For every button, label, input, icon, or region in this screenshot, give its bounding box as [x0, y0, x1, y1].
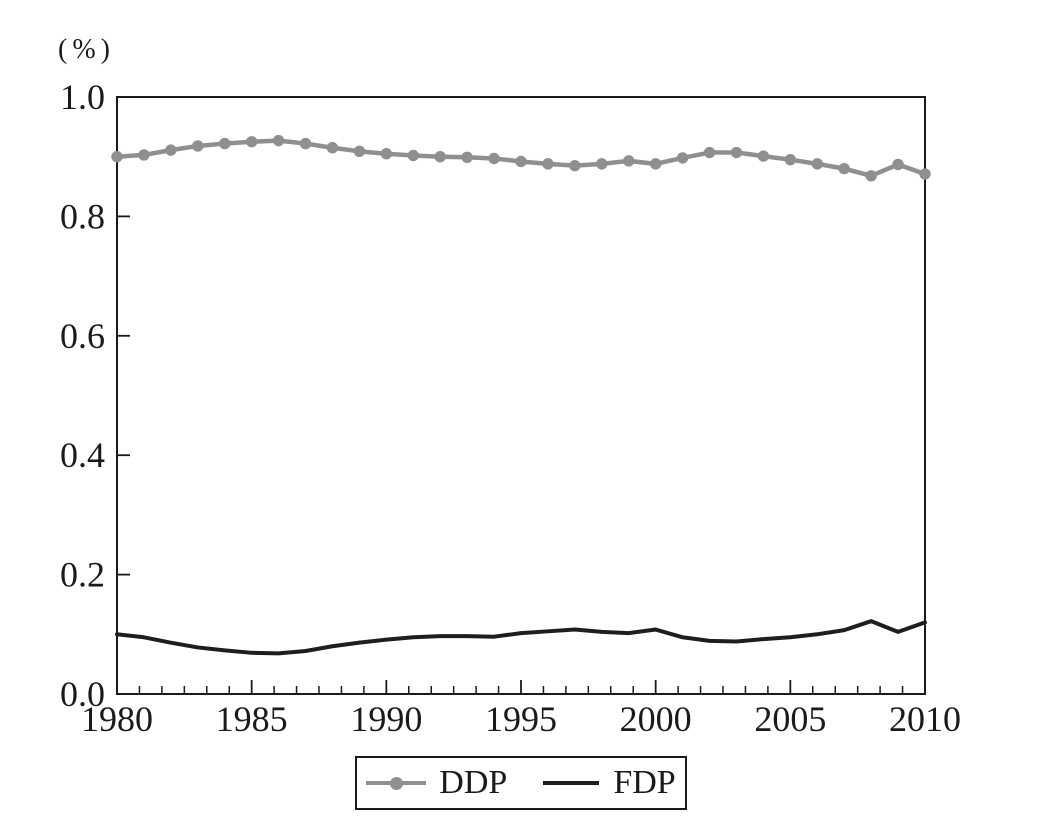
ddp-legend-marker-icon — [389, 776, 403, 790]
ddp-marker — [407, 149, 419, 162]
ddp-marker — [434, 151, 446, 163]
ddp-marker — [892, 158, 904, 171]
ddp-marker — [676, 152, 689, 164]
ddp-marker — [165, 144, 177, 156]
ddp-marker — [272, 134, 285, 147]
ddp-marker — [649, 158, 662, 170]
x-tick-label: 1980 — [81, 699, 153, 739]
ddp-marker — [192, 140, 204, 152]
x-tick-label: 1985 — [216, 699, 288, 739]
ddp-legend-swatch — [366, 776, 427, 790]
ddp-marker — [461, 151, 473, 163]
ddp-marker — [703, 146, 716, 159]
y-tick-label: 0.2 — [60, 555, 105, 595]
ddp-marker — [111, 151, 123, 163]
x-tick-label: 1990 — [350, 699, 422, 739]
ddp-marker — [299, 137, 312, 150]
ddp-marker — [838, 162, 850, 175]
fdp-legend-label: FDP — [613, 764, 676, 801]
x-tick-label: 2005 — [754, 699, 826, 739]
y-axis-unit-label: (%) — [58, 34, 115, 65]
ddp-marker — [380, 148, 393, 160]
ddp-marker — [353, 145, 366, 158]
fdp-line — [115, 619, 927, 656]
ddp-marker — [219, 137, 231, 150]
ddp-marker — [488, 152, 500, 165]
y-tick-label: 0.8 — [60, 196, 105, 236]
ddp-marker — [326, 142, 339, 154]
ddp-marker — [811, 158, 823, 170]
y-tick-label: 1.0 — [60, 77, 105, 117]
ddp-marker — [865, 170, 877, 182]
y-tick-label: 0.6 — [60, 316, 105, 356]
ddp-marker — [730, 146, 743, 159]
ddp-marker — [515, 155, 527, 168]
plot-border — [116, 96, 926, 695]
x-tick-label: 2010 — [889, 699, 961, 739]
legend-box: DDP FDP — [355, 756, 687, 810]
fdp-legend-swatch — [543, 776, 600, 790]
ddp-marker — [757, 150, 770, 162]
ddp-marker — [623, 155, 635, 167]
ddp-marker — [569, 159, 581, 172]
ddp-marker — [784, 153, 797, 166]
ddp-marker — [245, 136, 258, 148]
y-tick-label: 0.4 — [60, 435, 105, 475]
ddp-marker — [138, 149, 150, 161]
x-tick-label: 1995 — [485, 699, 557, 739]
ddp-legend-label: DDP — [439, 764, 508, 801]
ddp-marker — [919, 168, 931, 180]
ddp-marker — [542, 158, 554, 170]
fdp-legend-line-icon — [543, 781, 600, 785]
x-tick-label: 2000 — [620, 699, 692, 739]
ddp-marker — [596, 158, 608, 170]
y-tick-label: 0.0 — [60, 674, 105, 714]
